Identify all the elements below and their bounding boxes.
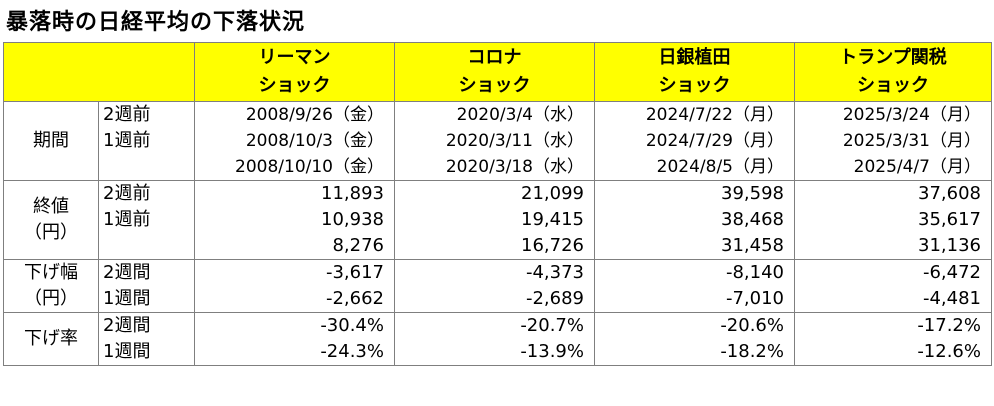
table-cell: 19,415 — [394, 207, 595, 233]
row-group-label-line: （円） — [24, 222, 78, 243]
table-cell: 21,099 — [394, 180, 595, 207]
column-header-line2: ショック — [857, 75, 929, 96]
header-row: リーマン ショック コロナ ショック 日銀植田 ショック トランプ関税 ショック — [3, 42, 992, 102]
row-sub-label: 2週間 — [98, 259, 195, 286]
table-cell: 2008/10/10（金） — [194, 154, 395, 181]
table-cell: -3,617 — [194, 259, 395, 286]
table-cell: 2025/4/7（月） — [794, 154, 992, 181]
table-row: 1週前 2008/10/3（金） 2020/3/11（水） 2024/7/29（月） 2… — [4, 128, 992, 154]
table-row: 1週間 -2,662 -2,689 -7,010 -4,481 — [4, 286, 992, 313]
table-cell: 8,276 — [194, 233, 395, 260]
column-header-line2: ショック — [658, 75, 731, 96]
table-cell: 2020/3/18（水） — [394, 154, 595, 181]
column-header: リーマン ショック — [194, 42, 395, 102]
table-cell: 11,893 — [194, 180, 395, 207]
table-cell: 10,938 — [194, 207, 395, 233]
table-cell: 2008/10/3（金） — [194, 128, 395, 154]
row-sub-label: 1週前 — [98, 128, 195, 154]
row-group-label: 下げ幅 （円） — [3, 259, 99, 313]
table-cell: -4,481 — [794, 286, 992, 313]
row-sub-label — [98, 154, 195, 181]
table-cell: -8,140 — [594, 259, 795, 286]
table-cell: -2,689 — [394, 286, 595, 313]
table-cell: 16,726 — [394, 233, 595, 260]
row-group-label-line: （円） — [24, 288, 78, 309]
table-cell: 2008/9/26（金） — [194, 101, 395, 128]
row-sub-label: 2週間 — [98, 312, 195, 339]
table-cell: 2020/3/11（水） — [394, 128, 595, 154]
table-cell: 35,617 — [794, 207, 992, 233]
column-header-line1: 日銀植田 — [658, 47, 731, 68]
table-cell: -30.4% — [194, 312, 395, 339]
column-header-line1: リーマン — [258, 47, 331, 68]
table-cell: -2,662 — [194, 286, 395, 313]
table-cell: -7,010 — [594, 286, 795, 313]
table-cell: 31,458 — [594, 233, 795, 260]
column-header-line1: トランプ関税 — [839, 47, 947, 68]
table-cell: -18.2% — [594, 339, 795, 366]
row-group-label-line: 下げ幅 — [24, 262, 78, 283]
column-header-line1: コロナ — [467, 47, 522, 68]
table-cell: 2025/3/24（月） — [794, 101, 992, 128]
row-group-label-line: 下げ率 — [24, 328, 78, 349]
table-cell: 2024/7/22（月） — [594, 101, 795, 128]
column-header-line2: ショック — [258, 75, 331, 96]
row-group-label: 下げ率 — [3, 312, 99, 366]
column-header: 日銀植田 ショック — [594, 42, 795, 102]
table-cell: -6,472 — [794, 259, 992, 286]
table-row: 8,276 16,726 31,458 31,136 — [4, 233, 992, 260]
table-cell: -17.2% — [794, 312, 992, 339]
table-cell: 2024/7/29（月） — [594, 128, 795, 154]
column-header-line2: ショック — [458, 75, 531, 96]
table-cell: 2020/3/4（水） — [394, 101, 595, 128]
table-row: 1週前 10,938 19,415 38,468 35,617 — [4, 207, 992, 233]
table-cell: 2025/3/31（月） — [794, 128, 992, 154]
table-cell: -12.6% — [794, 339, 992, 366]
column-header: コロナ ショック — [394, 42, 595, 102]
table-row: 終値 （円） 2週前 11,893 21,099 39,598 37,608 — [3, 180, 992, 260]
table-cell: -24.3% — [194, 339, 395, 366]
table-cell: 37,608 — [794, 180, 992, 207]
row-sub-label: 1週間 — [98, 286, 195, 313]
table-row: 下げ率 2週間 -30.4% -20.7% -20.6% -17.2% — [3, 312, 992, 366]
row-sub-label: 1週間 — [98, 339, 195, 366]
page-title: 暴落時の日経平均の下落状況 — [6, 10, 306, 35]
row-group-label-line: 期間 — [33, 130, 69, 151]
table-cell: -13.9% — [394, 339, 595, 366]
row-sub-label: 2週前 — [98, 101, 195, 128]
row-group-label-line: 終値 — [33, 196, 69, 217]
row-sub-label: 2週前 — [98, 180, 195, 207]
row-sub-label: 1週前 — [98, 207, 195, 233]
row-group-label: 期間 — [3, 101, 99, 181]
row-group-label: 終値 （円） — [3, 180, 99, 260]
column-header: トランプ関税 ショック — [794, 42, 992, 102]
table-row: 1週間 -24.3% -13.9% -18.2% -12.6% — [4, 339, 992, 366]
header-corner — [3, 42, 195, 102]
row-sub-label — [98, 233, 195, 260]
table-cell: -20.7% — [394, 312, 595, 339]
table-row: 下げ幅 （円） 2週間 -3,617 -4,373 -8,140 -6,472 — [3, 259, 992, 313]
table-cell: -4,373 — [394, 259, 595, 286]
table-cell: -20.6% — [594, 312, 795, 339]
table-row: 2008/10/10（金） 2020/3/18（水） 2024/8/5（月） 2025… — [4, 154, 992, 181]
nikkei-decline-table: リーマン ショック コロナ ショック 日銀植田 ショック トランプ関税 ショック… — [3, 42, 992, 366]
table-cell: 39,598 — [594, 180, 795, 207]
table-cell: 38,468 — [594, 207, 795, 233]
table-row: 期間 2週前 2008/9/26（金） 2020/3/4（水） 2024/7/22（月）… — [3, 101, 992, 181]
table-cell: 31,136 — [794, 233, 992, 260]
table-cell: 2024/8/5（月） — [594, 154, 795, 181]
